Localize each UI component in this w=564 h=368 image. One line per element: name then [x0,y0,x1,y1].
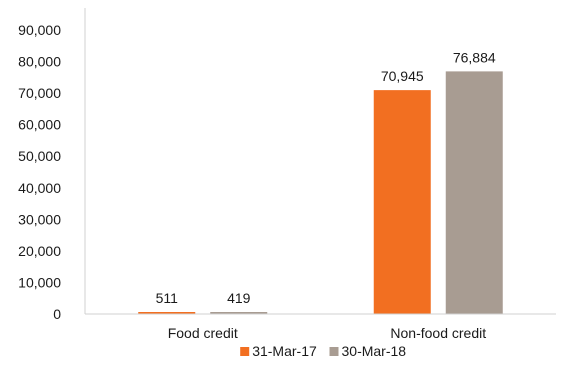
bar [373,90,431,314]
bar [445,71,503,314]
legend-label: 31-Mar-17 [252,343,317,359]
y-tick-label: 40,000 [18,180,61,196]
x-axis: Food credit Non-food credit [85,313,556,341]
y-tick-label: 30,000 [18,211,61,227]
data-label: 419 [227,290,251,306]
y-tick-label: 10,000 [18,274,61,290]
legend-label: 30-Mar-18 [342,343,407,359]
y-tick-label: 90,000 [18,22,61,38]
y-tick-label: 70,000 [18,85,61,101]
data-labels: 511 419 70,945 76,884 [156,49,496,306]
data-label: 511 [156,290,179,306]
x-tick-label: Non-food credit [390,325,486,341]
y-axis: 0 10,000 20,000 30,000 40,000 50,000 60,000 70,… [18,8,86,322]
bar [210,312,268,314]
y-tick-label: 20,000 [18,243,61,259]
bar [138,312,196,314]
y-tick-label: 60,000 [18,117,61,133]
y-tick-label: 0 [53,306,61,322]
bars [138,71,503,314]
x-tick-label: Food credit [168,325,238,341]
legend-swatch [240,347,250,356]
data-label: 70,945 [381,68,424,84]
data-label: 76,884 [453,49,496,65]
legend-swatch [329,347,339,356]
y-tick-label: 50,000 [18,148,61,164]
legend: 31-Mar-17 30-Mar-18 [240,343,406,359]
y-tick-label: 80,000 [18,54,61,70]
